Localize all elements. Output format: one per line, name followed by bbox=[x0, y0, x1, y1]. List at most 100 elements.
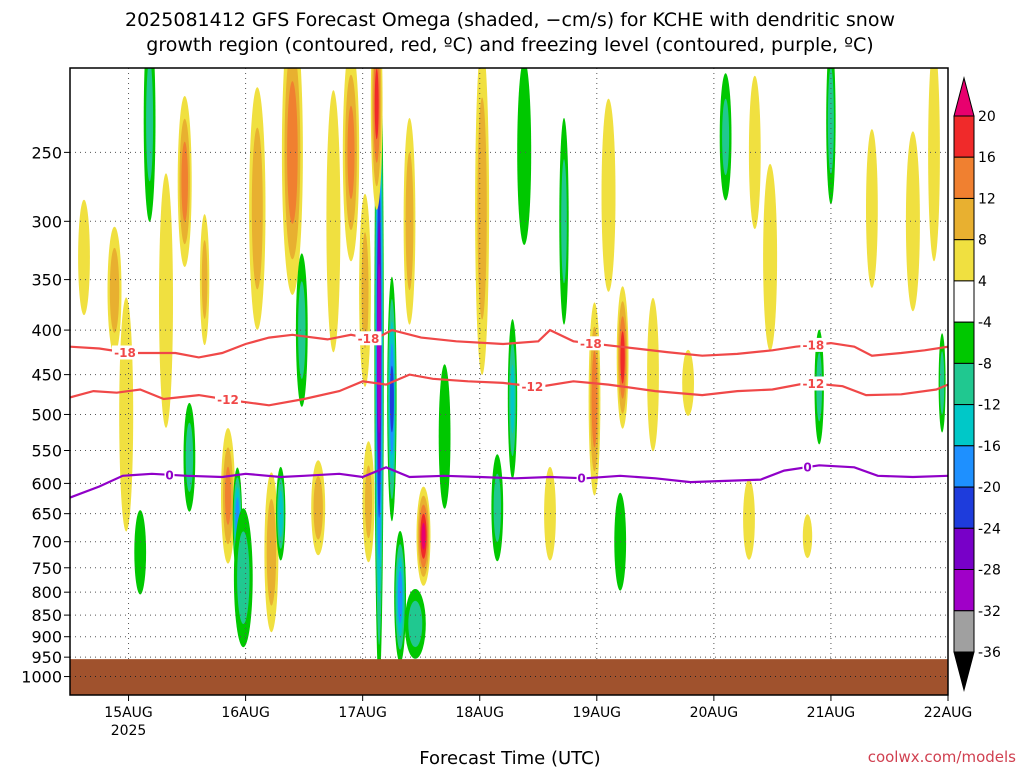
x-axis-label: Forecast Time (UTC) bbox=[419, 748, 600, 768]
omega-cell-29 bbox=[438, 364, 451, 509]
contour-lines: -18 -18 -18 -18 -12 -12 -12 0 0 0 bbox=[70, 328, 948, 499]
xtick-label-18AUG: 18AUG bbox=[455, 705, 504, 721]
ytick-label-900: 900 bbox=[31, 628, 62, 647]
omega-cell-35 bbox=[559, 118, 569, 325]
contour-label--18: -18 bbox=[114, 346, 136, 360]
omega-cell-40 bbox=[647, 297, 659, 452]
ytick-label-300: 300 bbox=[31, 212, 62, 231]
colorbar-label--12: -12 bbox=[978, 398, 1001, 414]
colorbar-swatch-12 bbox=[953, 569, 975, 612]
omega-cell-16 bbox=[295, 253, 308, 407]
colorbar-label--20: -20 bbox=[978, 480, 1001, 496]
contour-label-bg--12-1 bbox=[519, 379, 546, 394]
contour-label-0: 0 bbox=[577, 472, 585, 486]
ytick-label-1000: 1000 bbox=[21, 668, 62, 687]
omega-shading bbox=[78, 68, 946, 688]
omega-cell-8 bbox=[199, 214, 210, 346]
xtick-label-21AUG: 21AUG bbox=[807, 705, 856, 721]
xtick-label-20AUG: 20AUG bbox=[690, 705, 739, 721]
colorbar-swatch-4 bbox=[953, 239, 975, 282]
colorbar-swatch-5 bbox=[953, 280, 975, 323]
colorbar-label-8: 8 bbox=[978, 233, 987, 249]
colorbar-swatch-11 bbox=[953, 527, 975, 570]
omega-cell-15 bbox=[281, 68, 303, 295]
colorbar-label--16: -16 bbox=[978, 439, 1001, 455]
omega-cell-17 bbox=[311, 460, 326, 556]
ytick-label-600: 600 bbox=[31, 474, 62, 493]
colorbar-cap-top bbox=[953, 76, 975, 117]
site-credit[interactable]: coolwx.com/models bbox=[868, 748, 1016, 766]
omega-cell-6 bbox=[177, 96, 192, 267]
xtick-label-22AUG: 22AUG bbox=[924, 705, 973, 721]
omega-cell-5 bbox=[159, 173, 173, 428]
contour--18 bbox=[70, 328, 948, 359]
y-axis-ticks: 250 300 350 400 450 500 550 600 650 700 750 800 850 9… bbox=[21, 143, 70, 687]
plot-frame bbox=[69, 67, 949, 696]
colorbar-swatch-10 bbox=[953, 486, 975, 529]
omega-cell-3 bbox=[134, 510, 147, 595]
omega-cell-43 bbox=[743, 479, 755, 560]
colorbar-label--4: -4 bbox=[978, 315, 992, 331]
ytick-label-750: 750 bbox=[31, 559, 62, 578]
contour-label--18: -18 bbox=[803, 338, 825, 352]
contour-label--12: -12 bbox=[522, 380, 544, 394]
ytick-label-950: 950 bbox=[31, 648, 62, 667]
omega-cell-49 bbox=[866, 129, 878, 288]
omega-cell-12 bbox=[249, 87, 266, 330]
colorbar-label-4: 4 bbox=[978, 274, 987, 290]
omega-cell-46 bbox=[802, 514, 813, 559]
omega-cell-50 bbox=[905, 131, 920, 312]
colorbar-label--8: -8 bbox=[978, 356, 992, 372]
omega-cell-36 bbox=[588, 302, 601, 496]
contour-label-0: 0 bbox=[165, 468, 173, 482]
contour-label-bg-0-1 bbox=[576, 471, 587, 486]
colorbar-swatch-6 bbox=[953, 321, 975, 364]
colorbar-cap-bottom bbox=[953, 651, 975, 692]
omega-cell-37 bbox=[616, 286, 629, 429]
contour-label-bg--18-2 bbox=[577, 336, 604, 351]
omega-cell-31 bbox=[491, 454, 504, 562]
colorbar-label-16: 16 bbox=[978, 150, 996, 166]
colorbar-label--32: -32 bbox=[978, 604, 1001, 620]
omega-cell-1 bbox=[107, 226, 122, 354]
omega-cell-33 bbox=[517, 68, 532, 245]
omega-cell-2 bbox=[119, 297, 134, 532]
contour-label-bg--12-2 bbox=[800, 376, 827, 391]
ground-below-surface bbox=[70, 659, 948, 695]
xtick-label-19AUG: 19AUG bbox=[573, 705, 622, 721]
colorbar-swatch-13 bbox=[953, 610, 975, 653]
colorbar-label--36: -36 bbox=[978, 645, 1001, 661]
omega-cell-0 bbox=[78, 199, 90, 316]
colorbar-label-20: 20 bbox=[978, 109, 996, 125]
omega-cell-9 bbox=[221, 428, 235, 564]
omega-cell-26 bbox=[403, 118, 416, 325]
contour-label-bg--18-0 bbox=[112, 345, 138, 360]
ground-shading bbox=[70, 659, 948, 695]
omega-cell-51 bbox=[928, 68, 940, 262]
colorbar: 20 16 12 8 4 -4 -8 -12 -16 -20 -24 -28 -32 -36 bbox=[953, 76, 1001, 692]
chart-title-line1: 2025081412 GFS Forecast Omega (shaded, −… bbox=[125, 9, 895, 31]
omega-cell-22 bbox=[374, 68, 384, 688]
ytick-label-400: 400 bbox=[31, 321, 62, 340]
contour-label--18: -18 bbox=[358, 332, 380, 346]
omega-cell-30 bbox=[475, 68, 490, 375]
colorbar-swatch-1 bbox=[953, 115, 975, 158]
omega-cell-21 bbox=[362, 441, 375, 563]
xtick-label-15AUG: 15AUG bbox=[104, 705, 153, 721]
contour-label--18: -18 bbox=[580, 337, 602, 351]
contour-0 bbox=[70, 464, 948, 499]
xtick-sublabel-year: 2025 bbox=[111, 723, 147, 739]
contour-label-bg--18-1 bbox=[355, 331, 382, 346]
omega-cell-52 bbox=[938, 333, 946, 433]
omega-cell-20 bbox=[359, 193, 371, 387]
colorbar-label-12: 12 bbox=[978, 192, 996, 208]
colorbar-swatch-3 bbox=[953, 198, 975, 241]
ytick-label-700: 700 bbox=[31, 533, 62, 552]
omega-cell-42 bbox=[719, 73, 732, 201]
contour-label-bg-0-0 bbox=[164, 467, 175, 482]
x-axis-ticks: 15AUG 2025 16AUG 17AUG 18AUG 19AUG 20AUG 21AUG 2… bbox=[104, 695, 972, 739]
ytick-label-250: 250 bbox=[31, 143, 62, 162]
omega-cell-45 bbox=[763, 163, 778, 351]
chart-title-line2: growth region (contoured, red, ºC) and f… bbox=[146, 34, 873, 56]
